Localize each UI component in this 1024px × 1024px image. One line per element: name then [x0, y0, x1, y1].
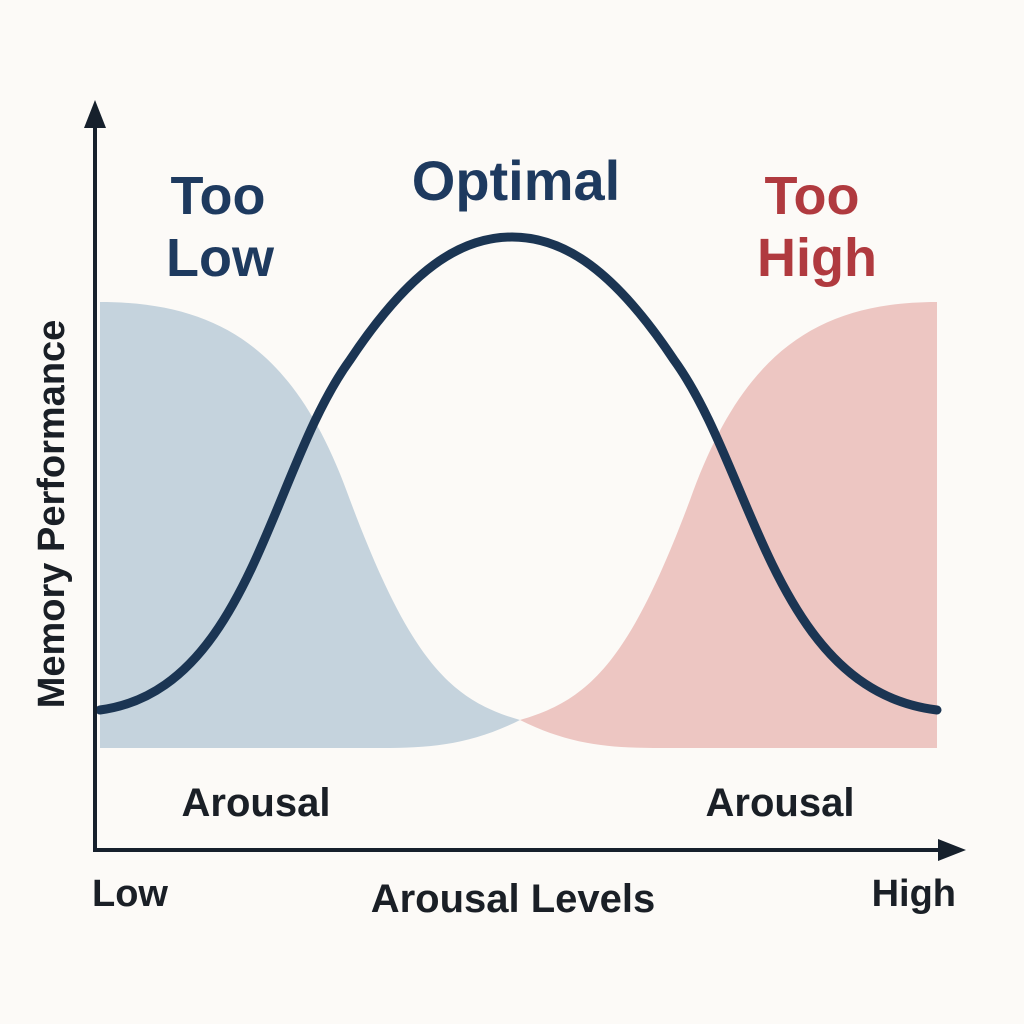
- x-axis-high-label: High: [872, 873, 956, 915]
- too-low-region: [100, 302, 520, 748]
- x-axis-title: Arousal Levels: [371, 877, 656, 921]
- x-axis-arrow: [938, 839, 966, 861]
- y-axis-arrow: [84, 100, 106, 128]
- too-low-title-line2: Low: [166, 228, 275, 288]
- too-low-title-line1: Too: [171, 166, 266, 226]
- performance-curve: [95, 232, 942, 715]
- high-arousal-label: Arousal: [706, 781, 855, 825]
- too-high-region: [520, 302, 937, 748]
- too-high-title-line2: High: [757, 228, 877, 288]
- x-axis-low-label: Low: [92, 873, 168, 915]
- too-high-title-line1: Too: [765, 166, 860, 226]
- optimal-title: Optimal: [412, 149, 620, 212]
- low-arousal-label: Arousal: [182, 781, 331, 825]
- y-axis-title: Memory Performance: [31, 320, 73, 709]
